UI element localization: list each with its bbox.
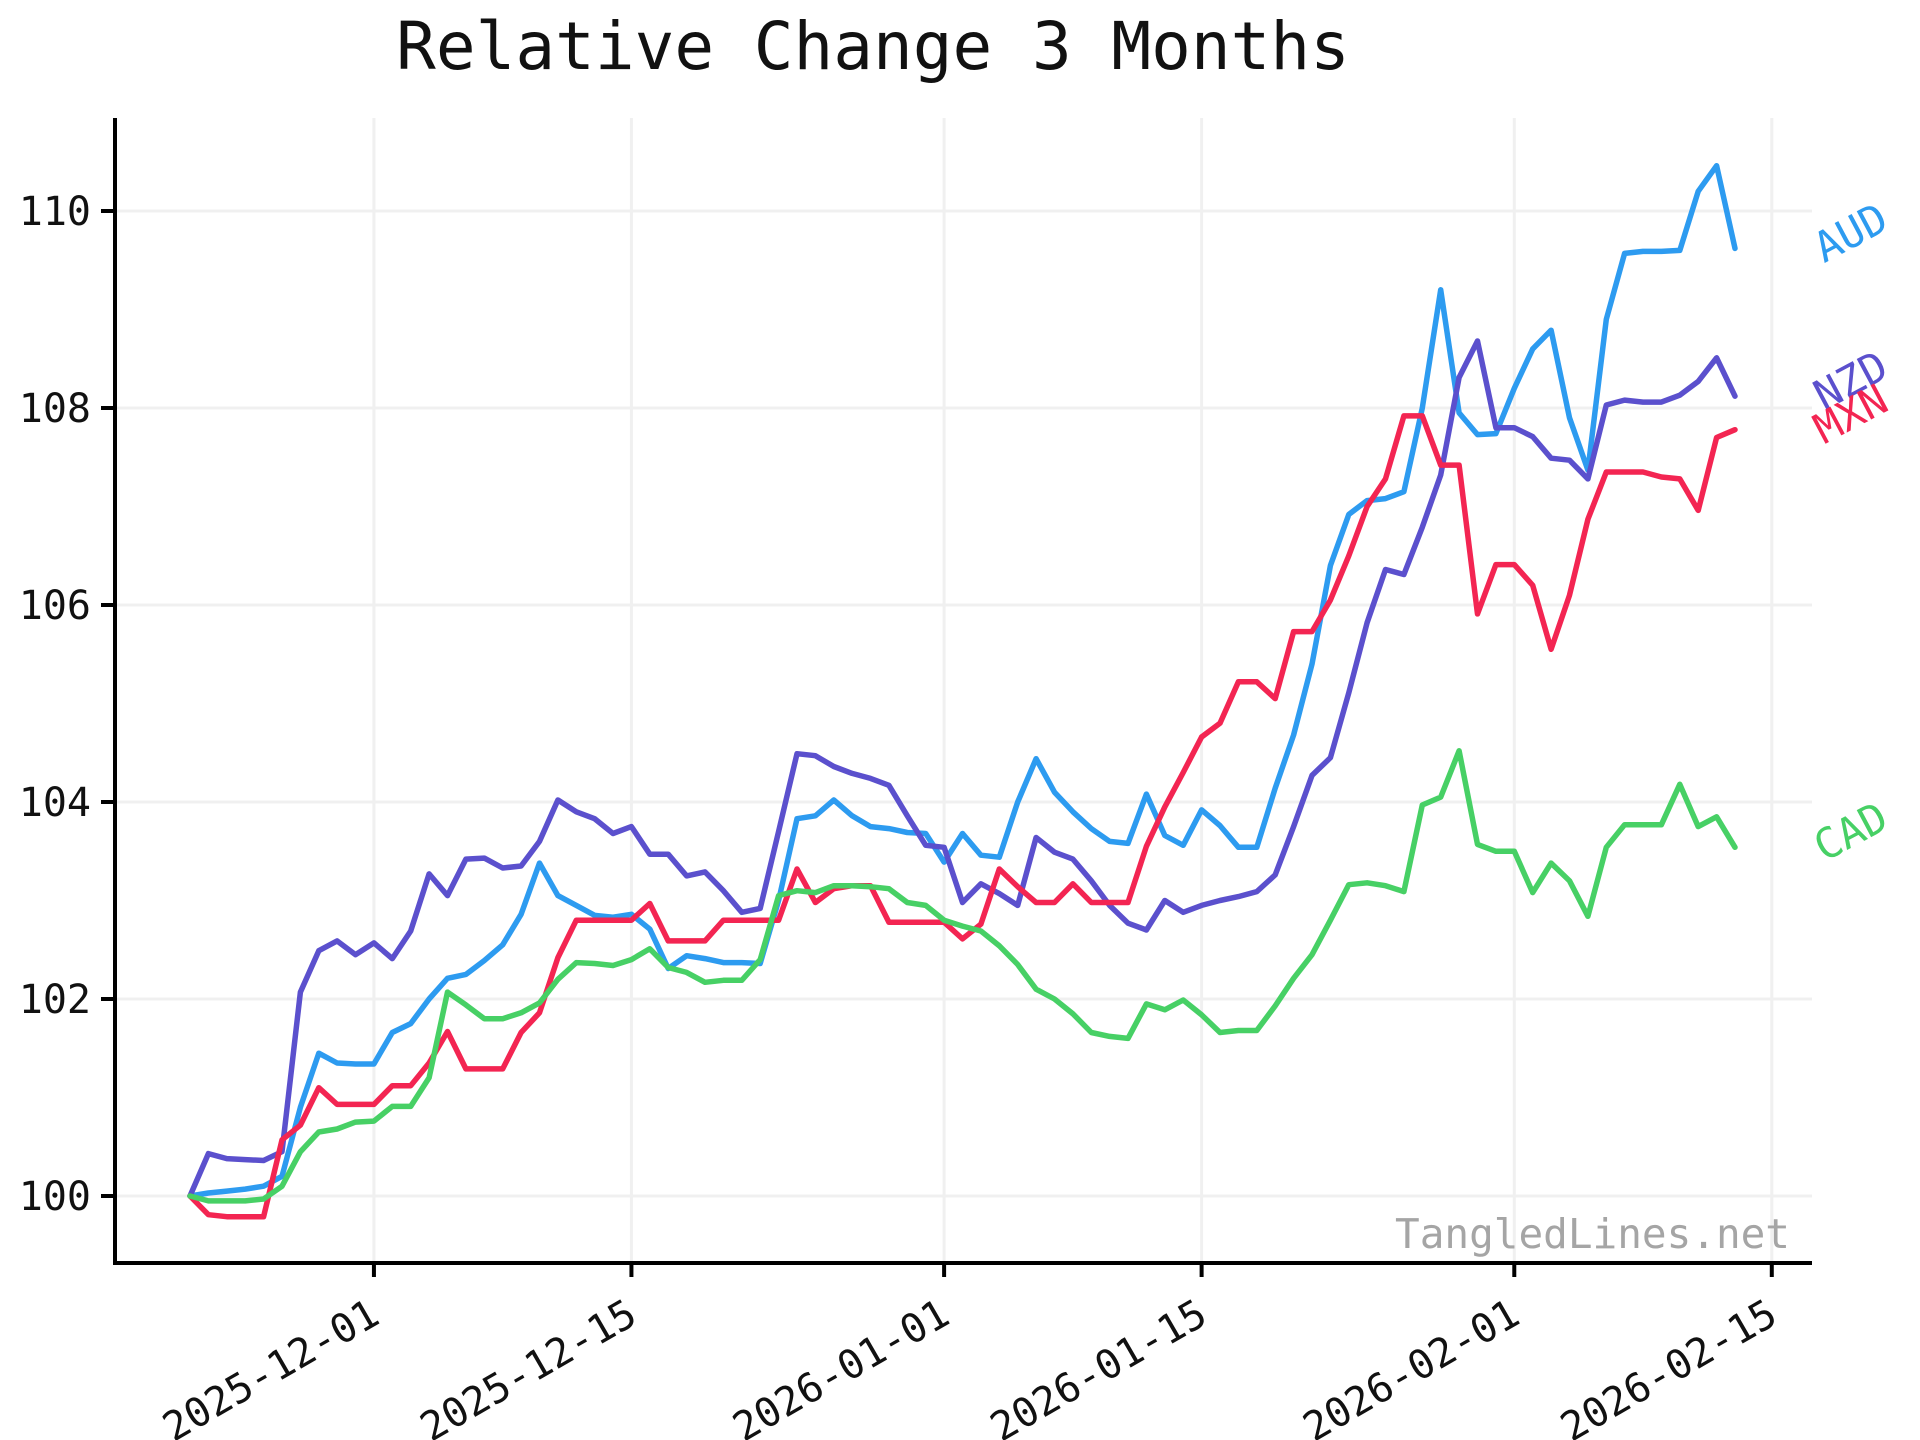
series-end-label-AUD: AUD	[1806, 193, 1896, 272]
series-line-NZD	[187, 338, 1738, 1199]
x-axis-tick-label: 2025-12-15	[413, 1291, 645, 1440]
y-axis-tick-label: 100	[19, 1174, 91, 1220]
series-end-label-CAD: CAD	[1806, 792, 1896, 871]
x-axis-tick-label: 2026-01-15	[983, 1291, 1215, 1440]
gridlines	[115, 118, 1812, 1263]
x-axis-tick-label: 2025-12-01	[155, 1291, 387, 1440]
series-lines	[187, 162, 1738, 1220]
y-axis-tick-label: 104	[19, 780, 91, 826]
chart-title: Relative Change 3 Months	[396, 8, 1350, 85]
series-line-CAD	[187, 748, 1738, 1204]
y-axis-tick-label: 102	[19, 977, 91, 1023]
x-axis-tick-label: 2026-01-01	[726, 1291, 958, 1440]
watermark: TangledLines.net	[1395, 1210, 1790, 1258]
y-axis-tick-label: 108	[19, 386, 91, 432]
x-axis-tick-label: 2026-02-15	[1553, 1291, 1785, 1440]
x-axis-tick-label: 2026-02-01	[1296, 1291, 1528, 1440]
series-line-MXN	[187, 413, 1738, 1220]
series-line-AUD	[187, 162, 1738, 1199]
y-axis-tick-label: 110	[19, 189, 91, 235]
y-axis-tick-label: 106	[19, 583, 91, 629]
